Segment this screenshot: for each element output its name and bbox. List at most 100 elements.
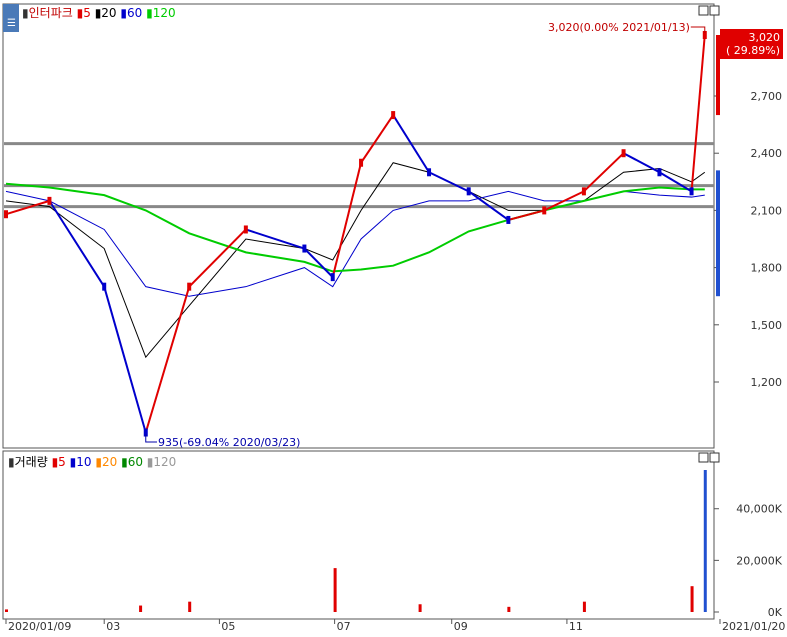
volume-legend-ma10: 10 [76,455,91,469]
high-price-annotation: 3,020(0.00% 2021/01/13) [548,21,690,34]
price-legend-ma60: 60 [127,6,142,20]
price-legend: ▮인터파크 ▮5 ▮20 ▮60 ▮120 [22,6,176,20]
price-point [143,428,148,437]
price-maximize-button[interactable] [698,5,709,16]
price-segment [392,114,430,173]
legend-marker: ▮ [147,455,154,469]
price-point [243,225,248,234]
price-close-button[interactable] [709,5,720,16]
x-axis-tick-label: 05 [221,620,235,633]
price-axis-tick-label: 1,500 [751,319,783,332]
price-segment [428,171,470,193]
current-candle-down [716,170,720,297]
volume-legend-ma60: 60 [128,455,143,469]
volume-legend-title: 거래량 [15,455,48,469]
price-point [689,187,694,196]
legend-marker: ▮ [121,455,128,469]
chart-menu-icon[interactable] [3,4,19,32]
legend-marker: ▮ [70,455,77,469]
price-axis-tick-label: 1,800 [751,262,783,275]
chart-marks: 1,200 1,500 1,800 2,100 2,400 2,700 0K 20,000K 4… [4,26,785,633]
price-segment [508,209,545,221]
price-legend-title: 인터파크 [29,6,73,20]
price-point [702,31,707,39]
price-point [330,273,335,282]
legend-marker: ▮ [95,455,102,469]
legend-marker: ▮ [95,6,102,20]
price-point [391,111,396,120]
price-legend-ma120: 120 [153,6,176,20]
price-point [4,210,8,219]
x-axis-tick-label: 09 [454,620,468,633]
price-axis-tick-label: 2,400 [751,147,783,160]
price-segment [658,171,693,193]
ma-120-line [5,182,705,273]
volume-axis-tick-label: 0K [768,606,783,619]
price-segment [48,200,106,288]
price-point [621,149,626,158]
price-axis-tick-label: 1,200 [751,376,783,389]
volume-bar [418,604,422,612]
price-point [581,187,586,196]
low-annotation-connector [145,434,157,443]
price-segment [543,190,585,212]
ma-20-line [5,162,706,359]
price-segment [583,152,625,193]
x-axis-tick-label: 03 [106,620,120,633]
chart-menu-icon-glyph: ☰ [7,18,16,29]
price-segment [5,199,50,216]
current-price-box [720,29,783,59]
price-segment [103,286,147,433]
price-segment [468,190,509,221]
price-segment [360,114,394,164]
volume-bar [188,601,192,612]
volume-panel [2,450,715,620]
high-annotation-connector [690,26,706,33]
price-segment [188,228,247,288]
price-axis-tick-label: 2,700 [751,90,783,103]
legend-marker: ▮ [22,6,29,20]
legend-marker: ▮ [52,455,59,469]
volume-legend-ma20: 20 [102,455,117,469]
price-point [657,168,662,177]
price-segment [623,152,660,174]
current-candle-up [716,35,720,116]
volume-bar [5,609,8,612]
volume-bar [139,605,143,612]
price-point [47,196,52,205]
volume-bar [507,606,511,612]
price-segment [144,286,191,433]
volume-close-button[interactable] [709,452,720,463]
volume-maximize-button[interactable] [698,452,709,463]
price-segment [331,162,363,278]
x-axis-tick-label: 2020/01/09 [8,620,71,633]
price-segment [303,247,334,278]
legend-marker: ▮ [146,6,153,20]
price-point [466,187,471,196]
price-panel [2,3,715,449]
price-legend-ma5: 5 [83,6,91,20]
price-point [506,215,511,224]
legend-marker: ▮ [77,6,84,20]
volume-bar [582,601,586,612]
volume-bar [333,568,337,612]
legend-marker: ▮ [120,6,127,20]
legend-marker: ▮ [8,455,15,469]
price-point [359,158,364,167]
price-point [542,206,547,215]
current-price: 3,020 [749,31,781,44]
volume-legend: ▮거래량 ▮5 ▮10 ▮20 ▮60 ▮120 [8,455,176,469]
price-segment [245,228,305,250]
x-axis-tick-label: 07 [337,620,351,633]
x-axis-tick-label: 11 [569,620,583,633]
volume-axis-tick-label: 40,000K [736,503,782,516]
price-legend-ma20: 20 [101,6,116,20]
x-axis-tick-label: 2021/01/20 [722,620,785,633]
price-axis-tick-label: 2,100 [751,204,783,217]
current-change: ( 29.89%) [726,44,780,57]
volume-bar [703,470,707,612]
volume-legend-ma120: 120 [153,455,176,469]
volume-axis-tick-label: 20,000K [736,554,782,567]
price-point [102,282,107,291]
